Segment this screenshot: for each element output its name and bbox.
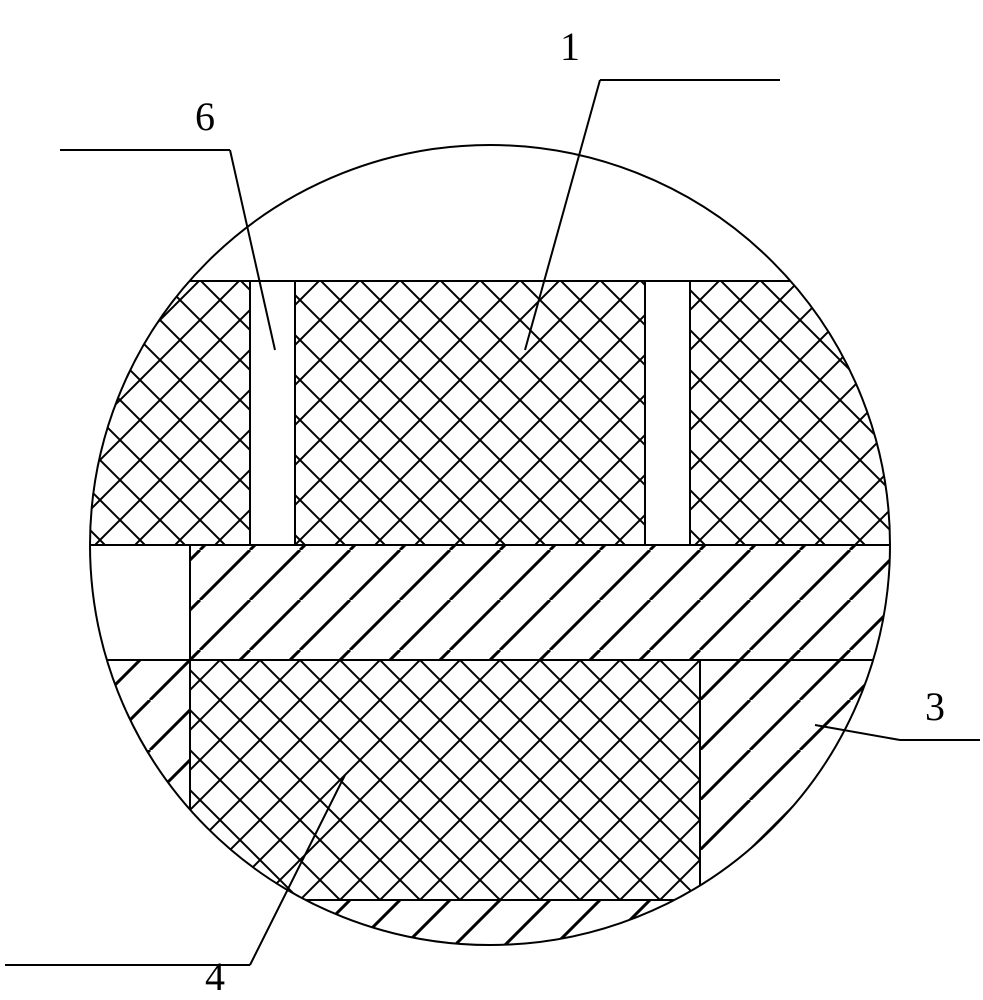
lower-diag-band — [85, 545, 895, 660]
upper-gap-left — [250, 281, 295, 545]
lower-band-notch — [85, 545, 190, 660]
callout-label-3: 3 — [925, 684, 945, 729]
lower-crosshatch-block — [190, 660, 700, 900]
callout-label-4: 4 — [205, 954, 225, 999]
callout-label-1: 1 — [560, 24, 580, 69]
upper-crosshatch-region — [85, 281, 895, 545]
upper-gap-right — [645, 281, 690, 545]
callout-label-6: 6 — [195, 94, 215, 139]
